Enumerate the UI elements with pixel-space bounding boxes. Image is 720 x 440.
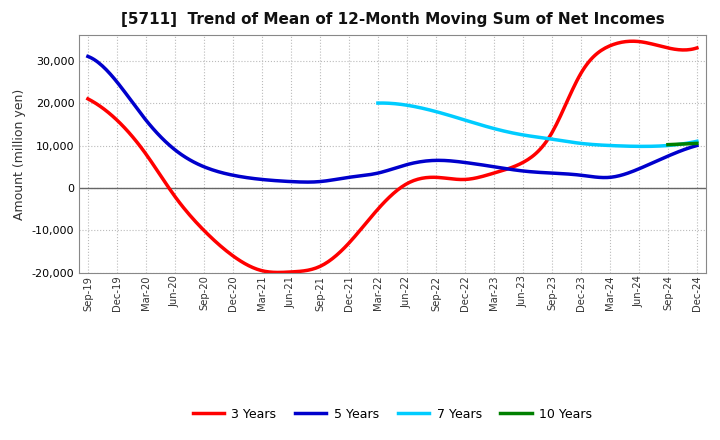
Y-axis label: Amount (million yen): Amount (million yen) <box>13 88 26 220</box>
Title: [5711]  Trend of Mean of 12-Month Moving Sum of Net Incomes: [5711] Trend of Mean of 12-Month Moving … <box>120 12 665 27</box>
Legend: 3 Years, 5 Years, 7 Years, 10 Years: 3 Years, 5 Years, 7 Years, 10 Years <box>188 403 597 425</box>
